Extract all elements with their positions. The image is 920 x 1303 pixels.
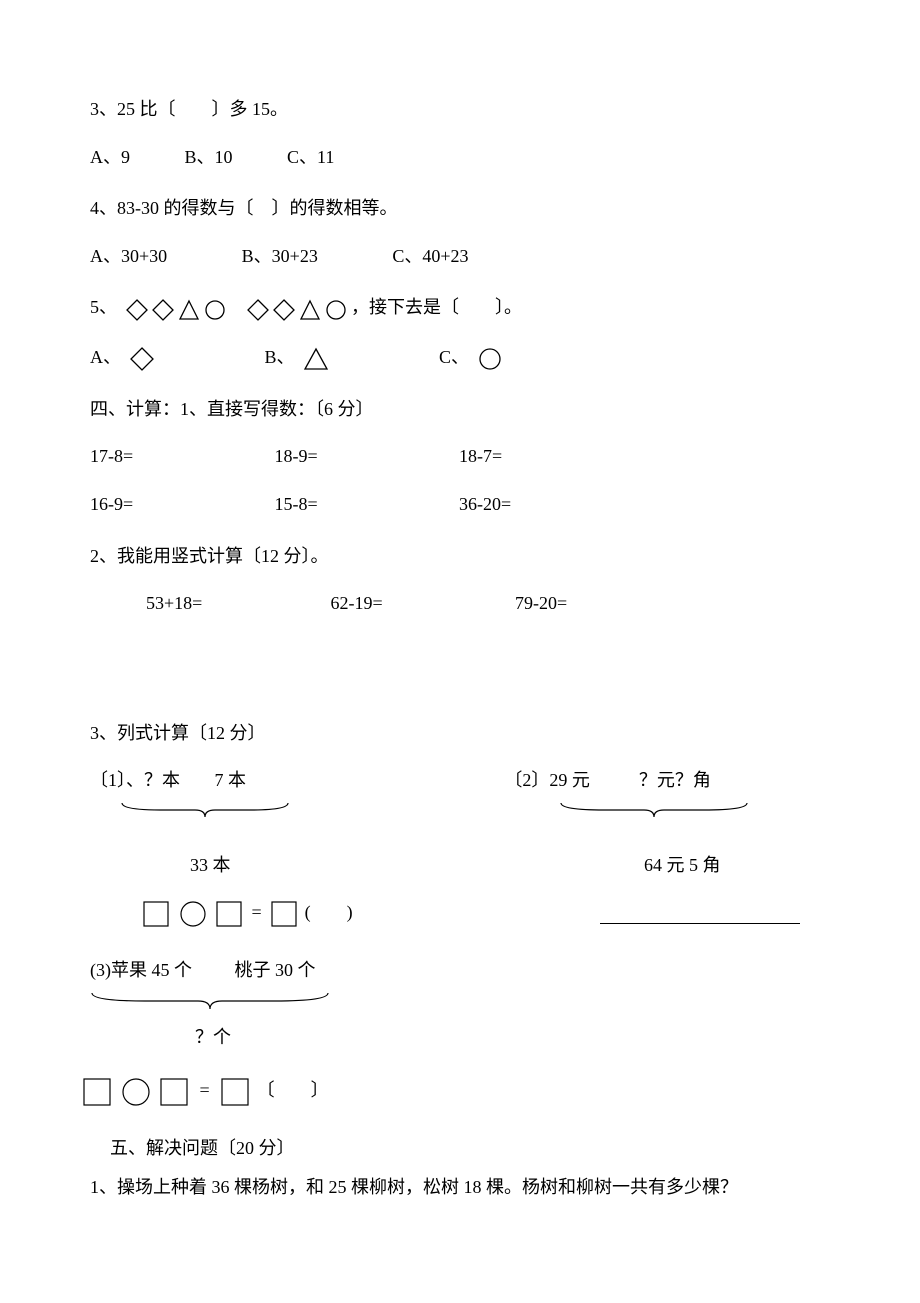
square-icon xyxy=(271,901,297,927)
brace-icon xyxy=(90,801,475,822)
calc-item: 15-8= xyxy=(275,485,455,525)
q3-option-b: B、10 xyxy=(185,147,233,167)
circle-icon xyxy=(204,299,226,321)
item3-eq-suffix: 〔 〕 xyxy=(257,1080,329,1100)
q4-option-a: A、30+30 xyxy=(90,246,167,266)
item3-left: (3)苹果 45 个 xyxy=(90,951,230,991)
circle-icon xyxy=(180,901,206,927)
item3-right: 桃子 30 个 xyxy=(235,951,316,991)
diamond-icon xyxy=(247,299,269,321)
section4-header: 四、计算：1、直接写得数：〔6 分〕 xyxy=(90,390,830,430)
triangle-icon xyxy=(178,299,200,321)
list-calc-item-1: 〔1〕、？本 7 本 33 本 = ( ) xyxy=(90,761,475,951)
section4-sub3-header: 3、列式计算〔12 分〕 xyxy=(90,714,830,754)
item1-equation: = ( ) xyxy=(90,893,475,933)
square-icon xyxy=(216,901,242,927)
q5-option-a: A、 xyxy=(90,338,260,378)
triangle-icon xyxy=(303,347,329,371)
q5-pattern xyxy=(122,289,347,329)
q5-option-c: C、 xyxy=(439,338,609,378)
calc-item: 17-8= xyxy=(90,437,270,477)
brace-icon xyxy=(504,801,830,822)
calc-row-2: 16-9= 15-8= 36-20= xyxy=(90,485,830,525)
item2-left: 〔2〕29 元 xyxy=(504,761,634,801)
triangle-icon xyxy=(299,299,321,321)
item2-total: 64 元 5 角 xyxy=(504,846,830,886)
q4-option-b: B、30+23 xyxy=(242,246,318,266)
item3-total: ？个 xyxy=(90,1018,830,1058)
q3-text: 3、25 比〔 〕多 15。 xyxy=(90,90,830,130)
square-icon xyxy=(143,901,169,927)
calc-item: 36-20= xyxy=(459,485,639,525)
vertical-calc-row: 53+18= 62-19= 79-20= xyxy=(90,584,830,624)
square-icon xyxy=(83,1078,111,1106)
q5-opt-a-label: A、 xyxy=(90,347,121,367)
list-calc-item-3: (3)苹果 45 个 桃子 30 个 ？个 = 〔 〕 xyxy=(90,951,830,1111)
calc-item: 79-20= xyxy=(515,584,695,624)
q5-option-b: B、 xyxy=(265,338,435,378)
q5-opt-c-label: C、 xyxy=(439,347,469,367)
blank-underline xyxy=(600,904,800,924)
item1-total: 33 本 xyxy=(160,846,475,886)
item1-eq-suffix: ( ) xyxy=(305,902,353,922)
section5-q1: 1、操场上种着 36 棵杨树，和 25 棵柳树，松树 18 棵。杨树和柳树一共有… xyxy=(90,1168,830,1208)
circle-icon xyxy=(325,299,347,321)
q4-option-c: C、40+23 xyxy=(392,246,468,266)
q3-options: A、9 B、10 C、11 xyxy=(90,138,830,178)
calc-item: 18-7= xyxy=(459,437,639,477)
calc-item: 62-19= xyxy=(331,584,511,624)
circle-icon xyxy=(122,1078,150,1106)
item2-blank-line xyxy=(504,893,830,933)
q3-option-c: C、11 xyxy=(287,147,334,167)
q4-text: 4、83-30 的得数与〔 〕的得数相等。 xyxy=(90,189,830,229)
diamond-icon xyxy=(273,299,295,321)
circle-icon xyxy=(478,347,502,371)
diamond-icon xyxy=(130,347,154,371)
calc-row-1: 17-8= 18-9= 18-7= xyxy=(90,437,830,477)
diamond-icon xyxy=(126,299,148,321)
q3-option-a: A、9 xyxy=(90,147,130,167)
q5-opt-b-label: B、 xyxy=(265,347,295,367)
square-icon xyxy=(221,1078,249,1106)
list-calc-item-2: 〔2〕29 元 ？元？角 64 元 5 角 xyxy=(504,761,830,951)
calc-item: 53+18= xyxy=(146,584,326,624)
item1-left: 〔1〕、？本 xyxy=(90,761,210,801)
section4-sub2-header: 2、我能用竖式计算〔12 分〕。 xyxy=(90,537,830,577)
section5-header: 五、解决问题〔20 分〕 xyxy=(90,1129,830,1169)
q5-prefix: 5、 xyxy=(90,297,117,317)
brace-icon xyxy=(90,991,830,1014)
calc-item: 16-9= xyxy=(90,485,270,525)
calc-item: 18-9= xyxy=(275,437,455,477)
q5-suffix: ，接下去是〔 〕。 xyxy=(351,297,522,317)
q5-text: 5、 ，接下去是〔 〕。 xyxy=(90,288,830,329)
item3-equation: = 〔 〕 xyxy=(80,1071,830,1111)
square-icon xyxy=(160,1078,188,1106)
item2-right: ？元？角 xyxy=(639,761,711,801)
diamond-icon xyxy=(152,299,174,321)
item1-right: 7 本 xyxy=(215,761,247,801)
q5-options: A、 B、 C、 xyxy=(90,337,830,378)
q4-options: A、30+30 B、30+23 C、40+23 xyxy=(90,237,830,277)
list-calc-row-1-2: 〔1〕、？本 7 本 33 本 = ( ) 〔2〕29 元 ？元？角 64 元 … xyxy=(90,761,830,951)
